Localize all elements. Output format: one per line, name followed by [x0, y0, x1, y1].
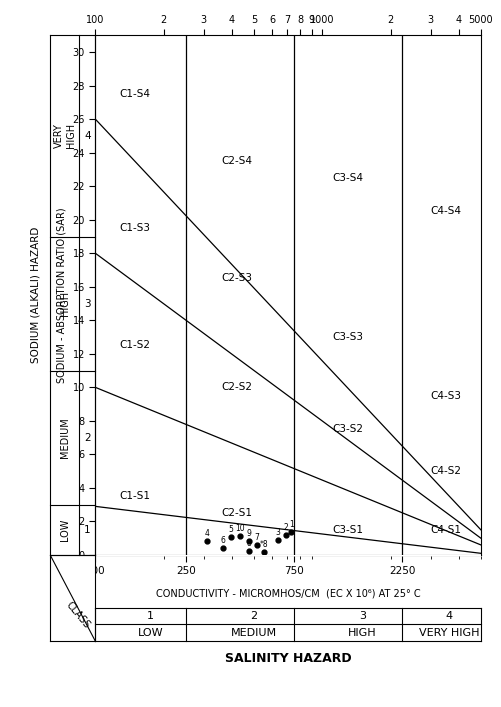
Text: CONDUCTIVITY - MICROMHOS/CM  (EC X 10⁶) AT 25° C: CONDUCTIVITY - MICROMHOS/CM (EC X 10⁶) A… [155, 589, 420, 599]
Text: CLASS: CLASS [64, 600, 92, 631]
Text: 7: 7 [254, 533, 259, 542]
Text: 4: 4 [445, 611, 452, 621]
Text: 3: 3 [84, 298, 91, 308]
Text: C1-S1: C1-S1 [120, 491, 150, 501]
Text: C2-S1: C2-S1 [221, 508, 252, 518]
Text: LOW: LOW [137, 628, 163, 638]
Text: 8: 8 [246, 539, 251, 548]
Text: SODIUM (ALKALI) HAZARD: SODIUM (ALKALI) HAZARD [30, 227, 40, 363]
Text: 1: 1 [147, 611, 154, 621]
Text: MEDIUM: MEDIUM [230, 628, 277, 638]
Text: 4: 4 [204, 529, 209, 538]
Text: 2: 2 [84, 433, 91, 443]
Text: 9: 9 [246, 529, 251, 538]
Text: SALINITY HAZARD: SALINITY HAZARD [224, 653, 351, 665]
Text: C1-S2: C1-S2 [120, 341, 150, 351]
Text: 1: 1 [84, 525, 91, 535]
Text: *8: *8 [260, 539, 268, 549]
Text: HIGH: HIGH [347, 628, 376, 638]
Y-axis label: SODIUM - ABSORPTION RATIO (SAR): SODIUM - ABSORPTION RATIO (SAR) [57, 207, 67, 383]
Text: 10: 10 [235, 524, 244, 532]
Text: C4-S4: C4-S4 [429, 206, 460, 216]
Text: C4-S2: C4-S2 [429, 466, 460, 477]
Text: 6: 6 [220, 537, 225, 545]
Text: VERY
HIGH: VERY HIGH [54, 123, 76, 148]
Text: C4-S1: C4-S1 [429, 525, 460, 535]
Text: C2-S4: C2-S4 [221, 156, 252, 166]
Text: 4: 4 [84, 131, 91, 141]
Text: LOW: LOW [60, 519, 70, 541]
Text: C3-S3: C3-S3 [332, 332, 363, 342]
Text: C1-S3: C1-S3 [120, 223, 150, 233]
Text: C3-S1: C3-S1 [332, 525, 363, 535]
Text: 1: 1 [289, 520, 293, 530]
Text: C4-S3: C4-S3 [429, 391, 460, 401]
Text: C2-S3: C2-S3 [221, 274, 252, 284]
Text: C3-S2: C3-S2 [332, 424, 363, 434]
Text: MEDIUM: MEDIUM [60, 417, 70, 458]
Text: 3: 3 [358, 611, 365, 621]
Text: 2: 2 [283, 523, 288, 532]
Text: 3: 3 [276, 528, 280, 537]
Text: C2-S2: C2-S2 [221, 382, 252, 392]
Text: VERY HIGH: VERY HIGH [418, 628, 478, 638]
Text: C1-S4: C1-S4 [120, 89, 150, 99]
Text: 5: 5 [228, 525, 233, 534]
Text: C3-S4: C3-S4 [332, 173, 363, 183]
Text: HIGH: HIGH [60, 291, 70, 316]
Text: 2: 2 [250, 611, 257, 621]
